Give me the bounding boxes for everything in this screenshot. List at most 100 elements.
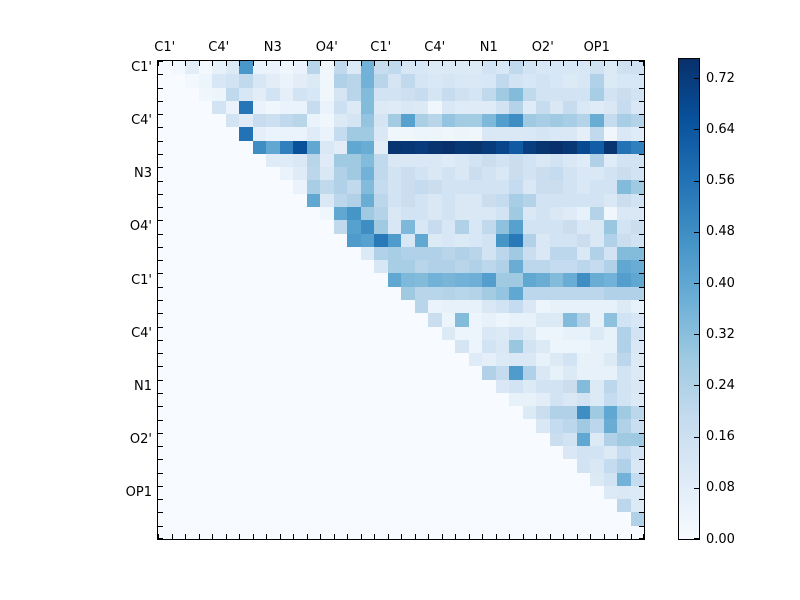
heatmap-cell <box>563 472 577 486</box>
heatmap-cell <box>198 379 212 393</box>
heatmap-cell <box>239 366 253 380</box>
heatmap-cell <box>495 353 509 367</box>
heatmap-cell <box>482 432 496 447</box>
heatmap-cell <box>482 446 496 460</box>
heatmap-cell <box>401 114 415 128</box>
heatmap-cell <box>428 353 442 367</box>
heatmap-cell <box>414 512 428 526</box>
heatmap-cell <box>198 260 212 274</box>
axis-tick-mark <box>469 61 470 66</box>
axis-tick-mark <box>617 61 618 66</box>
heatmap-cell <box>320 273 334 287</box>
heatmap-cell <box>590 459 604 473</box>
colorbar-tick-mark <box>694 78 699 79</box>
heatmap-cell <box>563 127 577 141</box>
heatmap-cell <box>590 299 604 314</box>
heatmap-cell <box>306 485 320 500</box>
heatmap-cell <box>198 472 212 486</box>
heatmap-cell <box>617 193 631 208</box>
heatmap-cell <box>414 392 428 407</box>
heatmap-cell <box>347 459 361 473</box>
heatmap-cell <box>158 220 172 234</box>
heatmap-cell <box>441 512 455 526</box>
heatmap-cell <box>212 114 226 128</box>
heatmap-cell <box>536 180 550 194</box>
heatmap-cell <box>360 207 374 221</box>
heatmap-cell <box>522 167 536 181</box>
heatmap-cell <box>468 220 482 234</box>
heatmap-cell <box>347 127 361 141</box>
heatmap-cell <box>212 153 226 168</box>
heatmap-cell <box>414 299 428 314</box>
heatmap-cell <box>495 193 509 208</box>
heatmap-cell <box>387 326 401 340</box>
heatmap-cell <box>522 512 536 526</box>
axis-tick-mark <box>469 534 470 539</box>
heatmap-cell <box>347 353 361 367</box>
heatmap-cell <box>239 432 253 447</box>
heatmap-cell <box>347 207 361 221</box>
heatmap-cell <box>266 140 280 154</box>
heatmap-cell <box>401 406 415 420</box>
heatmap-cell <box>239 339 253 354</box>
heatmap-cell <box>563 193 577 208</box>
heatmap-cell <box>266 339 280 354</box>
heatmap-cell <box>333 406 347 420</box>
heatmap-cell <box>185 326 199 340</box>
axis-tick-mark <box>334 534 335 539</box>
heatmap-cell <box>320 233 334 247</box>
axis-tick-mark <box>158 499 163 500</box>
heatmap-cell <box>428 432 442 447</box>
heatmap-cell <box>536 313 550 327</box>
heatmap-cell <box>401 472 415 486</box>
heatmap-cell <box>198 74 212 88</box>
heatmap-cell <box>198 61 212 75</box>
heatmap-cell <box>171 74 185 88</box>
heatmap-cell <box>428 326 442 340</box>
heatmap-cell <box>387 87 401 101</box>
heatmap-cell <box>414 153 428 168</box>
y-tick-label: O2' <box>129 431 152 447</box>
heatmap-cell <box>590 472 604 486</box>
heatmap-cell <box>482 140 496 154</box>
heatmap-cell <box>171 286 185 300</box>
heatmap-cell <box>374 286 388 300</box>
heatmap-cell <box>266 246 280 261</box>
heatmap-cell <box>414 127 428 141</box>
heatmap-cell <box>603 459 617 473</box>
heatmap-cell <box>414 260 428 274</box>
heatmap-cell <box>563 459 577 473</box>
heatmap-cell <box>347 61 361 75</box>
heatmap-cell <box>590 207 604 221</box>
heatmap-cell <box>549 193 563 208</box>
axis-tick-mark <box>388 534 389 539</box>
heatmap-cell <box>522 525 536 539</box>
heatmap-cell <box>549 472 563 486</box>
heatmap-cell <box>428 100 442 115</box>
heatmap-cell <box>185 61 199 75</box>
axis-tick-mark <box>536 61 537 66</box>
axis-tick-mark <box>639 353 644 354</box>
heatmap-cell <box>590 286 604 300</box>
heatmap-cell <box>401 299 415 314</box>
heatmap-cell <box>576 446 590 460</box>
heatmap-cell <box>617 459 631 473</box>
heatmap-cell <box>171 446 185 460</box>
heatmap-cell <box>225 499 239 513</box>
heatmap-cell <box>482 114 496 128</box>
heatmap-cell <box>576 246 590 261</box>
heatmap-cell <box>185 87 199 101</box>
axis-tick-mark <box>158 181 163 182</box>
heatmap-cell <box>225 353 239 367</box>
heatmap-cell <box>279 379 293 393</box>
heatmap-cell <box>563 392 577 407</box>
heatmap-cell <box>576 525 590 539</box>
heatmap-cell <box>455 472 469 486</box>
heatmap-cell <box>333 339 347 354</box>
heatmap-cell <box>158 459 172 473</box>
axis-tick-mark <box>639 366 644 367</box>
heatmap-cell <box>320 87 334 101</box>
heatmap-cell <box>239 406 253 420</box>
heatmap-cell <box>401 313 415 327</box>
heatmap-cell <box>549 153 563 168</box>
